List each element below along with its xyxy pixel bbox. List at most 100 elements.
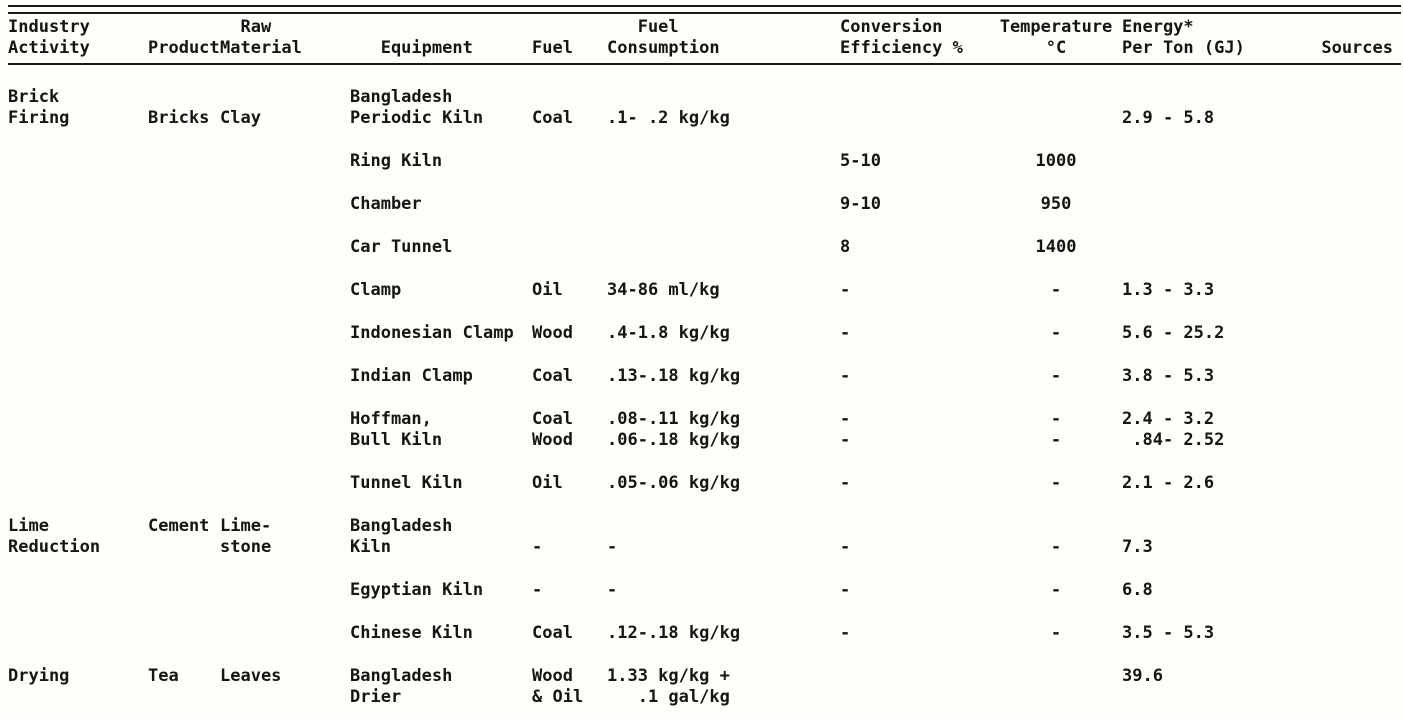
cell-fuel: - xyxy=(532,580,543,600)
cell-industry-activity: Drying xyxy=(8,666,70,686)
cell-fuel: Wood & Oil xyxy=(532,666,584,707)
cell-fuel-consumption: - xyxy=(607,537,618,557)
cell-conversion-efficiency: - xyxy=(840,473,851,493)
cell-energy-per-ton: 2.4 - 3.2 .84- 2.52 xyxy=(1122,409,1225,450)
cell-temperature: - xyxy=(1050,537,1062,557)
cell-fuel: Coal xyxy=(532,366,573,386)
col-header-raw-material: Raw Material xyxy=(220,17,302,58)
cell-equipment: Hoffman, Bull Kiln xyxy=(350,409,443,450)
cell-product: Tea xyxy=(148,666,179,686)
cell-equipment: Ring Kiln xyxy=(350,151,443,171)
cell-equipment: Car Tunnel xyxy=(350,237,453,257)
header-rule xyxy=(8,63,1401,65)
cell-temperature: - - xyxy=(1050,409,1062,450)
table-row: Clamp Oil 34-86 ml/kg - - 1.3 - 3.3 xyxy=(8,280,1403,301)
cell-temperature: - xyxy=(1050,366,1062,386)
cell-fuel: Coal xyxy=(532,623,573,643)
cell-raw-material: Leaves xyxy=(220,666,282,686)
cell-temperature: 950 xyxy=(1040,194,1072,214)
table-header: Industry Activity Product Raw Material E… xyxy=(8,14,1403,59)
cell-equipment: Indian Clamp xyxy=(350,366,473,386)
cell-conversion-efficiency: - - xyxy=(840,409,851,450)
col-header-fuel-consumption: Fuel Consumption xyxy=(607,17,720,58)
cell-conversion-efficiency: - xyxy=(840,580,851,600)
cell-energy-per-ton: 3.5 - 5.3 xyxy=(1122,623,1215,643)
table-row: Chamber 9-10 950 xyxy=(8,194,1403,215)
cell-fuel-consumption: - xyxy=(607,580,618,600)
cell-fuel-consumption: 34-86 ml/kg xyxy=(607,280,720,300)
cell-energy-per-ton: 1.3 - 3.3 xyxy=(1122,280,1215,300)
cell-temperature: - xyxy=(1050,623,1062,643)
cell-fuel: Wood xyxy=(532,323,573,343)
cell-fuel-consumption: .05-.06 kg/kg xyxy=(607,473,741,493)
cell-energy-per-ton: 39.6 xyxy=(1122,666,1163,686)
cell-energy-per-ton: 3.8 - 5.3 xyxy=(1122,366,1215,386)
table-row: Car Tunnel 8 1400 xyxy=(8,237,1403,258)
cell-conversion-efficiency: - xyxy=(840,323,851,343)
cell-equipment: Chinese Kiln xyxy=(350,623,473,643)
top-double-rule xyxy=(8,5,1401,14)
cell-equipment: Clamp xyxy=(350,280,402,300)
cell-fuel: Oil xyxy=(532,473,563,493)
cell-temperature: - xyxy=(1050,280,1062,300)
cell-equipment: Chamber xyxy=(350,194,422,214)
col-header-product: Product xyxy=(148,38,220,58)
col-header-energy-per-ton: Energy* Per Ton (GJ) xyxy=(1122,17,1245,58)
col-header-equipment: Equipment xyxy=(380,38,473,58)
cell-fuel: - xyxy=(532,537,543,557)
cell-fuel-consumption: .12-.18 kg/kg xyxy=(607,623,741,643)
table-row: Egyptian Kiln - - - - 6.8 xyxy=(8,580,1403,601)
col-header-sources: Sources xyxy=(1321,38,1393,58)
cell-equipment: Egyptian Kiln xyxy=(350,580,484,600)
cell-fuel-consumption: 1.33 kg/kg + .1 gal/kg xyxy=(607,666,730,707)
table-row: Indonesian Clamp Wood .4-1.8 kg/kg - - 5… xyxy=(8,323,1403,344)
cell-equipment: Tunnel Kiln xyxy=(350,473,463,493)
table-row: Lime Reduction Cement Lime- stone Bangla… xyxy=(8,516,1403,558)
table-row: Indian Clamp Coal .13-.18 kg/kg - - 3.8 … xyxy=(8,366,1403,387)
table-row: Drying Tea Leaves Bangladesh Drier Wood … xyxy=(8,666,1403,708)
cell-industry-activity: Brick Firing xyxy=(8,87,70,128)
col-header-temperature: Temperature °C xyxy=(999,17,1113,58)
cell-energy-per-ton: 6.8 xyxy=(1122,580,1153,600)
cell-temperature: 1400 xyxy=(1035,237,1077,257)
table-row: Chinese Kiln Coal .12-.18 kg/kg - - 3.5 … xyxy=(8,623,1403,644)
cell-fuel-consumption: .1- .2 kg/kg xyxy=(607,108,730,128)
cell-equipment: Bangladesh Periodic Kiln xyxy=(350,87,484,128)
cell-product: Cement xyxy=(148,516,210,536)
col-header-industry-activity: Industry Activity xyxy=(8,17,90,58)
cell-temperature: - xyxy=(1050,323,1062,343)
cell-fuel: Oil xyxy=(532,280,563,300)
col-header-conversion-efficiency: Conversion Efficiency % xyxy=(840,17,963,58)
cell-energy-per-ton: 7.3 xyxy=(1122,537,1153,557)
cell-fuel-consumption: .4-1.8 kg/kg xyxy=(607,323,730,343)
cell-fuel: Coal xyxy=(532,108,573,128)
cell-energy-per-ton: 2.1 - 2.6 xyxy=(1122,473,1215,493)
cell-conversion-efficiency: - xyxy=(840,366,851,386)
cell-fuel: Coal Wood xyxy=(532,409,573,450)
cell-temperature: - xyxy=(1050,580,1062,600)
cell-equipment: Bangladesh Kiln xyxy=(350,516,453,557)
cell-fuel-consumption: .13-.18 kg/kg xyxy=(607,366,741,386)
cell-conversion-efficiency: - xyxy=(840,623,851,643)
cell-temperature: - xyxy=(1050,473,1062,493)
table-row: Ring Kiln 5-10 1000 xyxy=(8,151,1403,172)
table-row: Brick Firing Bricks Clay Bangladesh Peri… xyxy=(8,87,1403,129)
cell-product: Bricks xyxy=(148,108,210,128)
table-row: Hoffman, Bull Kiln Coal Wood .08-.11 kg/… xyxy=(8,409,1403,451)
cell-industry-activity: Lime Reduction xyxy=(8,516,101,557)
cell-energy-per-ton: 2.9 - 5.8 xyxy=(1122,108,1215,128)
table-body: Brick Firing Bricks Clay Bangladesh Peri… xyxy=(8,65,1403,708)
cell-temperature: 1000 xyxy=(1035,151,1077,171)
cell-conversion-efficiency: 9-10 xyxy=(840,194,881,214)
cell-conversion-efficiency: - xyxy=(840,537,851,557)
cell-equipment: Bangladesh Drier xyxy=(350,666,453,707)
cell-conversion-efficiency: 5-10 xyxy=(840,151,881,171)
cell-raw-material: Clay xyxy=(220,108,261,128)
cell-energy-per-ton: 5.6 - 25.2 xyxy=(1122,323,1225,343)
col-header-fuel: Fuel xyxy=(532,38,573,58)
cell-raw-material: Lime- stone xyxy=(220,516,272,557)
table-row: Tunnel Kiln Oil .05-.06 kg/kg - - 2.1 - … xyxy=(8,473,1403,494)
cell-fuel-consumption: .08-.11 kg/kg .06-.18 kg/kg xyxy=(607,409,741,450)
cell-equipment: Indonesian Clamp xyxy=(350,323,514,343)
